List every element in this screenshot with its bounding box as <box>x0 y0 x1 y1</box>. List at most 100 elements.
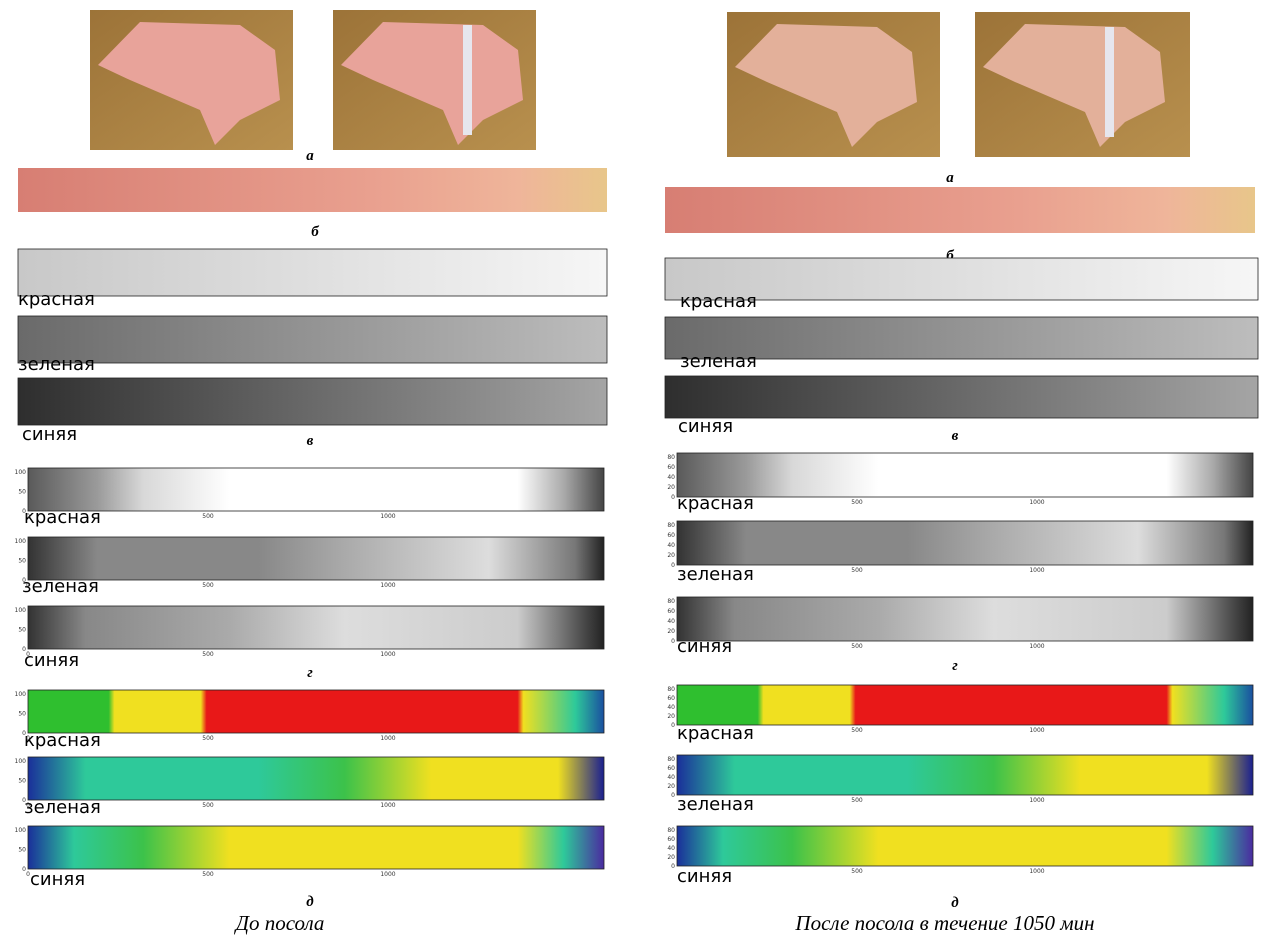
channel-label: красная <box>680 291 757 312</box>
y-tick-label: 0 <box>671 638 675 645</box>
y-tick-label: 50 <box>18 489 26 496</box>
channel-image <box>28 826 604 869</box>
x-tick-label: 500 <box>851 727 863 734</box>
y-tick-label: 80 <box>667 686 675 693</box>
channel-label: синяя <box>677 636 732 657</box>
channel-image <box>677 755 1253 795</box>
x-tick-label: 500 <box>851 868 863 875</box>
y-tick-label: 0 <box>671 792 675 799</box>
strip <box>18 168 607 212</box>
y-tick-label: 20 <box>667 628 675 635</box>
channel-image <box>18 316 607 363</box>
x-tick-label: 1000 <box>1029 567 1044 574</box>
y-tick-label: 40 <box>667 474 675 481</box>
cut-bar <box>1105 27 1114 137</box>
y-tick-label: 80 <box>667 522 675 529</box>
section-label: д <box>306 894 314 910</box>
x-tick-label: 0 <box>26 735 30 742</box>
x-tick-label: 500 <box>202 871 214 878</box>
x-tick-label: 1000 <box>380 582 395 589</box>
x-tick-label: 500 <box>851 797 863 804</box>
y-tick-label: 40 <box>667 618 675 625</box>
x-tick-label: 500 <box>202 735 214 742</box>
y-tick-label: 20 <box>667 484 675 491</box>
y-tick-label: 40 <box>667 774 675 781</box>
cut-bar <box>463 25 472 135</box>
y-tick-label: 100 <box>15 469 27 476</box>
y-tick-label: 60 <box>667 464 675 471</box>
y-tick-label: 100 <box>15 538 27 545</box>
section-label: в <box>307 433 314 449</box>
channel-image <box>18 249 607 296</box>
x-tick-label: 0 <box>26 802 30 809</box>
channel-image <box>28 690 604 733</box>
channel-label: синяя <box>678 416 733 437</box>
y-tick-label: 60 <box>667 532 675 539</box>
x-tick-label: 0 <box>26 513 30 520</box>
x-tick-label: 1000 <box>380 871 395 878</box>
channel-label: зеленая <box>680 351 757 372</box>
y-tick-label: 100 <box>15 691 27 698</box>
x-tick-label: 1000 <box>1029 797 1044 804</box>
channel-label: красная <box>18 289 95 310</box>
x-tick-label: 500 <box>202 582 214 589</box>
figure: абкраснаязеленаясиняявкрасная05010005001… <box>0 0 1262 940</box>
y-tick-label: 60 <box>667 765 675 772</box>
y-tick-label: 100 <box>15 607 27 614</box>
section-label: а <box>946 170 954 186</box>
x-tick-label: 500 <box>851 567 863 574</box>
channel-image <box>677 453 1253 497</box>
x-tick-label: 1000 <box>1029 643 1044 650</box>
channel-label: зеленая <box>24 797 101 818</box>
y-tick-label: 80 <box>667 598 675 605</box>
channel-image <box>28 757 604 800</box>
x-tick-label: 0 <box>26 651 30 658</box>
channel-label: синяя <box>30 869 85 890</box>
section-label: д <box>951 895 959 911</box>
channel-label: красная <box>677 723 754 744</box>
x-tick-label: 500 <box>851 643 863 650</box>
channel-image <box>18 378 607 425</box>
section-label: г <box>952 658 958 674</box>
x-tick-label: 0 <box>26 871 30 878</box>
caption: До посола <box>234 911 325 935</box>
channel-label: красная <box>677 493 754 514</box>
channel-label: зеленая <box>677 564 754 585</box>
channel-label: синяя <box>24 650 79 671</box>
y-tick-label: 0 <box>671 494 675 501</box>
channel-image <box>677 521 1253 565</box>
y-tick-label: 50 <box>18 627 26 634</box>
y-tick-label: 20 <box>667 552 675 559</box>
y-tick-label: 100 <box>15 758 27 765</box>
strip <box>665 187 1255 233</box>
section-label: а <box>306 148 314 164</box>
y-tick-label: 40 <box>667 542 675 549</box>
y-tick-label: 60 <box>667 836 675 843</box>
channel-label: синяя <box>677 866 732 887</box>
x-tick-label: 1000 <box>1029 499 1044 506</box>
y-tick-label: 20 <box>667 783 675 790</box>
channel-image <box>677 826 1253 866</box>
y-tick-label: 50 <box>18 558 26 565</box>
x-tick-label: 1000 <box>380 651 395 658</box>
x-tick-label: 1000 <box>1029 868 1044 875</box>
y-tick-label: 0 <box>671 863 675 870</box>
y-tick-label: 20 <box>667 854 675 861</box>
y-tick-label: 0 <box>671 562 675 569</box>
y-tick-label: 60 <box>667 695 675 702</box>
channel-image <box>677 597 1253 641</box>
y-tick-label: 50 <box>18 778 26 785</box>
caption: После посола в течение 1050 мин <box>794 911 1094 935</box>
x-tick-label: 500 <box>202 802 214 809</box>
y-tick-label: 50 <box>18 711 26 718</box>
x-tick-label: 1000 <box>380 735 395 742</box>
channel-image <box>665 376 1258 418</box>
x-tick-label: 1000 <box>380 802 395 809</box>
channel-label: красная <box>24 730 101 751</box>
y-tick-label: 40 <box>667 704 675 711</box>
channel-image <box>28 537 604 580</box>
y-tick-label: 60 <box>667 608 675 615</box>
channel-label: красная <box>24 507 101 528</box>
x-tick-label: 0 <box>26 582 30 589</box>
y-tick-label: 50 <box>18 847 26 854</box>
